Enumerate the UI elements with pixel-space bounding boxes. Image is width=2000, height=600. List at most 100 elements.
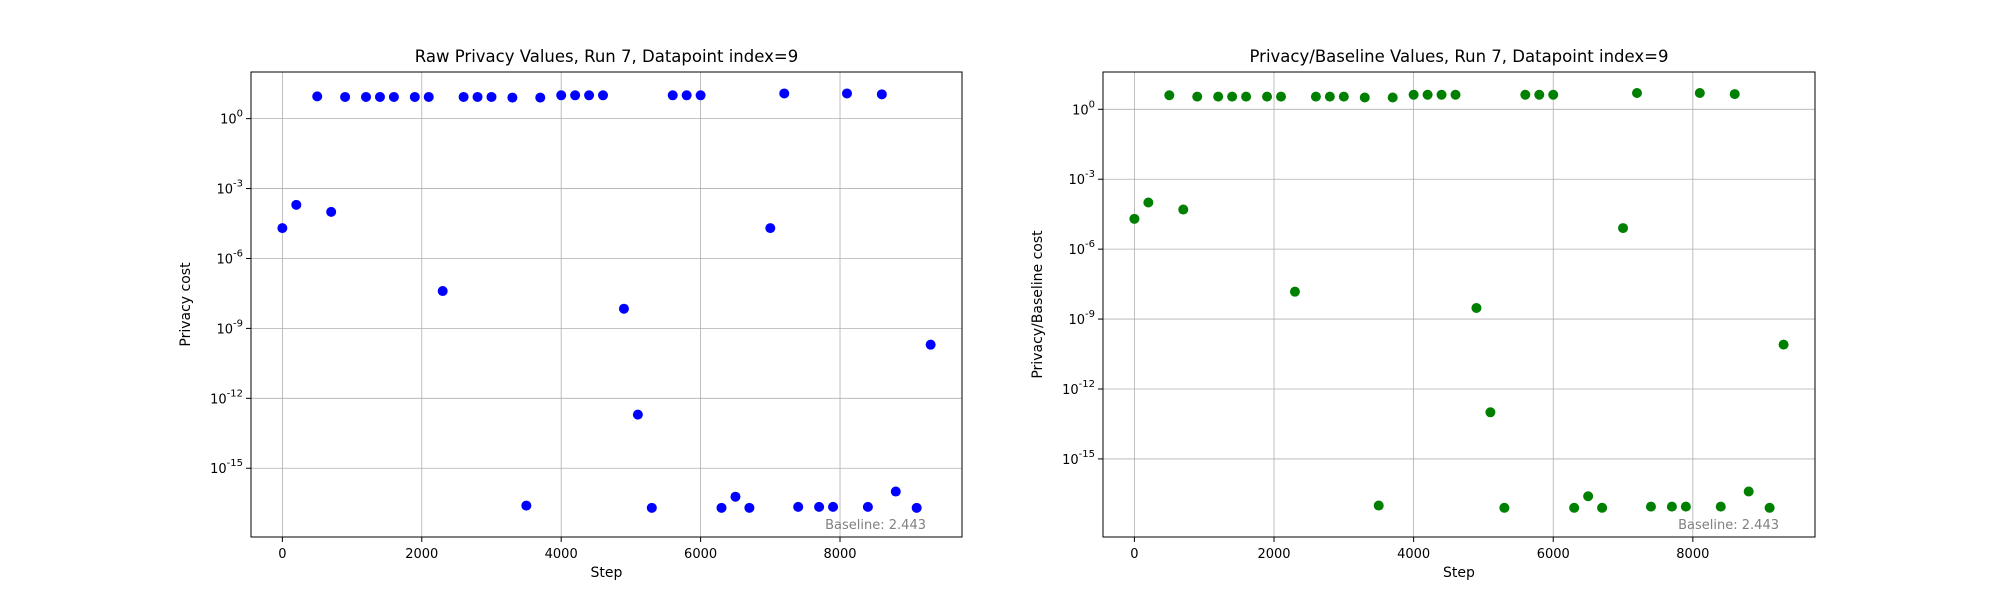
x-tick-label: 2000 — [1257, 547, 1290, 562]
plot-frame — [250, 71, 963, 538]
data-point — [1338, 91, 1349, 102]
data-point — [1276, 91, 1286, 102]
data-point — [1680, 501, 1691, 512]
x-tick-label: 0 — [1130, 547, 1138, 562]
data-point — [535, 92, 546, 103]
x-tick-label: 6000 — [684, 547, 717, 562]
data-point — [388, 91, 399, 102]
data-point — [1632, 88, 1642, 99]
x-tick-label: 8000 — [1676, 547, 1709, 562]
x-axis-label: Step — [1443, 565, 1475, 581]
data-point — [423, 91, 434, 102]
data-point — [1520, 89, 1531, 100]
data-point — [1715, 501, 1726, 512]
data-point — [507, 92, 518, 103]
data-point — [765, 223, 776, 234]
data-point — [667, 90, 678, 101]
baseline-annotation: Baseline: 2.443 — [1678, 518, 1779, 533]
data-point — [1618, 223, 1629, 234]
data-point — [1408, 89, 1419, 100]
data-point — [291, 199, 302, 210]
data-point — [841, 88, 852, 99]
data-point — [1569, 502, 1580, 513]
data-point — [1192, 91, 1203, 102]
data-point — [361, 91, 372, 102]
data-point — [521, 500, 532, 511]
data-point — [1778, 339, 1789, 350]
data-point — [1534, 89, 1545, 100]
data-point — [1324, 91, 1335, 102]
data-point — [1450, 89, 1461, 100]
data-point — [1583, 491, 1594, 502]
plot-frame — [1102, 71, 1816, 538]
data-point — [730, 491, 741, 502]
data-point — [911, 502, 922, 513]
data-point — [409, 91, 420, 102]
data-point — [340, 91, 351, 102]
x-tick-label: 6000 — [1537, 547, 1570, 562]
data-point — [1143, 197, 1154, 208]
chart-raw-privacy: 0 2000 4000 6000 8000 100 10-3 10-6 10-9 10-12 10-… — [178, 47, 963, 581]
y-tick-label: 10-9 — [216, 318, 243, 337]
data-point — [890, 486, 901, 497]
data-point — [326, 206, 337, 217]
data-point — [486, 91, 497, 102]
data-point — [1666, 501, 1677, 512]
chart-title: Raw Privacy Values, Run 7, Datapoint ind… — [415, 47, 798, 66]
data-point — [814, 501, 825, 512]
data-point — [556, 90, 567, 101]
data-point — [876, 89, 887, 100]
data-point — [1645, 501, 1656, 512]
data-point — [1743, 486, 1754, 497]
x-axis-label: Step — [591, 565, 623, 581]
y-tick-label: 10-15 — [210, 458, 243, 477]
data-point — [1764, 502, 1775, 513]
data-point — [925, 339, 936, 350]
data-point — [716, 502, 727, 513]
data-point — [598, 90, 609, 101]
y-tick-label: 10-9 — [1068, 309, 1095, 328]
data-point — [1310, 91, 1321, 102]
data-point — [618, 303, 629, 314]
data-point — [1289, 286, 1300, 297]
data-point — [374, 91, 385, 102]
data-point — [472, 91, 483, 102]
y-axis-label: Privacy cost — [178, 262, 194, 347]
data-point — [1548, 89, 1559, 100]
data-point — [1227, 91, 1238, 102]
data-point — [458, 91, 469, 102]
data-point — [828, 501, 839, 512]
y-axis-label: Privacy/Baseline cost — [1030, 230, 1046, 379]
data-point — [1213, 91, 1224, 102]
data-point — [277, 223, 288, 234]
data-point — [1241, 91, 1252, 102]
data-point — [584, 90, 595, 101]
y-tick-label: 100 — [220, 109, 243, 128]
data-point — [1373, 500, 1384, 511]
data-point — [793, 501, 804, 512]
data-point — [1262, 91, 1273, 102]
data-point — [1729, 89, 1740, 100]
chart-title: Privacy/Baseline Values, Run 7, Datapoin… — [1250, 47, 1669, 66]
y-tick-label: 100 — [1072, 99, 1095, 118]
y-tick-label: 10-3 — [1068, 169, 1095, 188]
data-point — [779, 88, 790, 99]
data-point — [632, 409, 643, 420]
plot-area — [251, 72, 962, 537]
data-point — [1164, 90, 1175, 101]
data-point — [1499, 502, 1510, 513]
y-tick-label: 10-3 — [216, 179, 243, 198]
data-point — [681, 90, 692, 101]
y-tick-label: 10-12 — [1062, 379, 1095, 398]
data-point — [1597, 502, 1608, 513]
data-point — [695, 90, 706, 101]
data-point — [570, 90, 581, 101]
data-point — [1359, 92, 1370, 103]
chart-privacy-baseline: 0 2000 4000 6000 8000 100 10-3 10-6 10-9 10-12 10-… — [1030, 47, 1816, 581]
x-tick-label: 4000 — [1397, 547, 1430, 562]
x-tick-label: 2000 — [405, 547, 438, 562]
data-point — [1178, 204, 1189, 215]
x-tick-label: 8000 — [823, 547, 856, 562]
y-tick-label: 10-12 — [210, 388, 243, 407]
x-tick-label: 0 — [278, 547, 286, 562]
